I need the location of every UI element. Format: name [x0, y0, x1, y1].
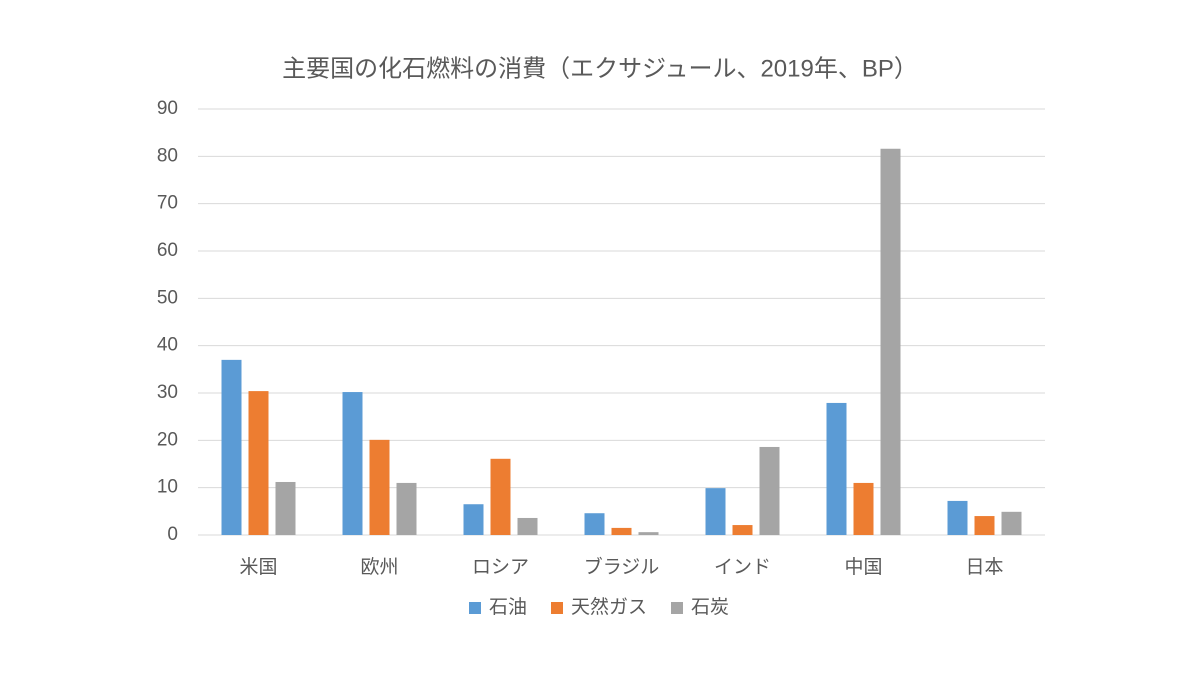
y-tick-label: 40: [157, 335, 178, 356]
bar: [396, 482, 417, 535]
bar: [611, 527, 632, 535]
bar: [974, 516, 995, 535]
y-tick-label: 90: [157, 98, 178, 119]
bar: [463, 504, 484, 535]
x-tick-label: インド: [714, 557, 771, 578]
bar: [517, 517, 538, 535]
y-tick-label: 0: [167, 524, 178, 545]
bar: [490, 458, 511, 535]
bar: [369, 439, 390, 535]
bar: [759, 446, 780, 535]
legend-swatch: [671, 602, 683, 614]
chart-title: 主要国の化石燃料の消費（エクサジュール、2019年、BP）: [282, 55, 918, 82]
bar: [947, 500, 968, 535]
x-tick-label: ブラジル: [584, 555, 660, 578]
y-tick-label: 60: [157, 240, 178, 261]
legend-label: 天然ガス: [571, 596, 647, 618]
bar: [221, 359, 242, 535]
bar: [826, 402, 847, 535]
y-tick-label: 30: [157, 382, 178, 403]
x-tick-label: 米国: [239, 556, 277, 578]
bar: [732, 525, 753, 535]
x-tick-label: 日本: [965, 556, 1003, 578]
y-tick-label: 10: [157, 477, 178, 498]
y-tick-label: 70: [157, 193, 178, 214]
y-tick-label: 80: [157, 145, 178, 166]
legend-label: 石炭: [691, 596, 729, 618]
bar: [584, 513, 605, 535]
bar: [638, 532, 659, 535]
bar: [1001, 511, 1022, 535]
bar: [853, 482, 874, 535]
bar: [248, 391, 269, 535]
y-tick-label: 50: [157, 287, 178, 308]
legend-swatch: [469, 602, 481, 614]
bar: [342, 392, 363, 535]
x-tick-label: ロシア: [472, 557, 529, 578]
x-tick-label: 欧州: [360, 556, 398, 578]
y-tick-label: 20: [157, 429, 178, 450]
bar: [880, 148, 901, 535]
bar: [275, 481, 296, 535]
x-tick-label: 中国: [844, 556, 882, 578]
legend-swatch: [551, 602, 563, 614]
legend-label: 石油: [489, 596, 527, 618]
bar: [705, 488, 726, 535]
